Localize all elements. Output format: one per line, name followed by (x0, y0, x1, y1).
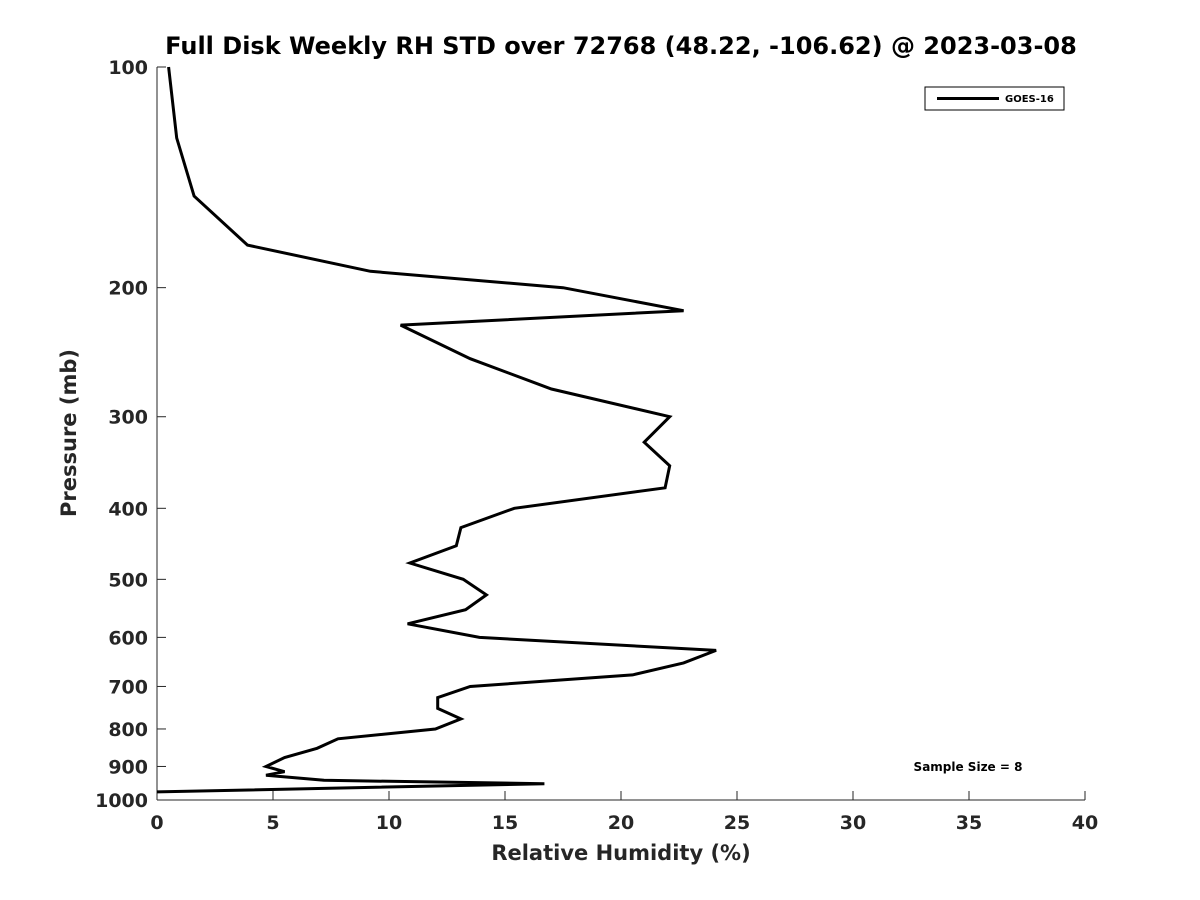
x-tick-label: 25 (724, 812, 750, 834)
y-axis-label: Pressure (mb) (57, 349, 81, 517)
y-tick-label: 500 (108, 569, 148, 591)
legend-label-goes-16: GOES-16 (1005, 94, 1054, 105)
series-line-goes-16 (156, 66, 717, 794)
y-tick-label: 300 (108, 407, 148, 429)
x-tick-label: 5 (266, 812, 279, 834)
y-tick-label: 200 (108, 278, 148, 300)
y-tick-label: 800 (108, 719, 148, 741)
plot-area: 0 5 10 15 20 25 30 35 40 100 200 300 400 500 600 700 800… (95, 57, 1098, 834)
sample-size-note: Sample Size = 8 (914, 760, 1023, 774)
x-axis-label: Relative Humidity (%) (491, 841, 750, 865)
y-tick-label: 1000 (95, 790, 148, 812)
chart-title: Full Disk Weekly RH STD over 72768 (48.2… (165, 32, 1077, 60)
x-tick-label: 20 (608, 812, 634, 834)
y-tick-label: 400 (108, 498, 148, 520)
legend: GOES-16 (924, 86, 1065, 111)
y-tick-label: 600 (108, 627, 148, 649)
x-tick-label: 10 (376, 812, 402, 834)
x-tick-label: 15 (492, 812, 518, 834)
x-tick-label: 35 (956, 812, 982, 834)
x-tick-label: 30 (840, 812, 866, 834)
y-tick-label: 900 (108, 756, 148, 778)
y-tick-label: 100 (108, 57, 148, 79)
x-tick-label: 40 (1072, 812, 1098, 834)
x-tick-label: 0 (150, 812, 163, 834)
y-tick-label: 700 (108, 676, 148, 698)
